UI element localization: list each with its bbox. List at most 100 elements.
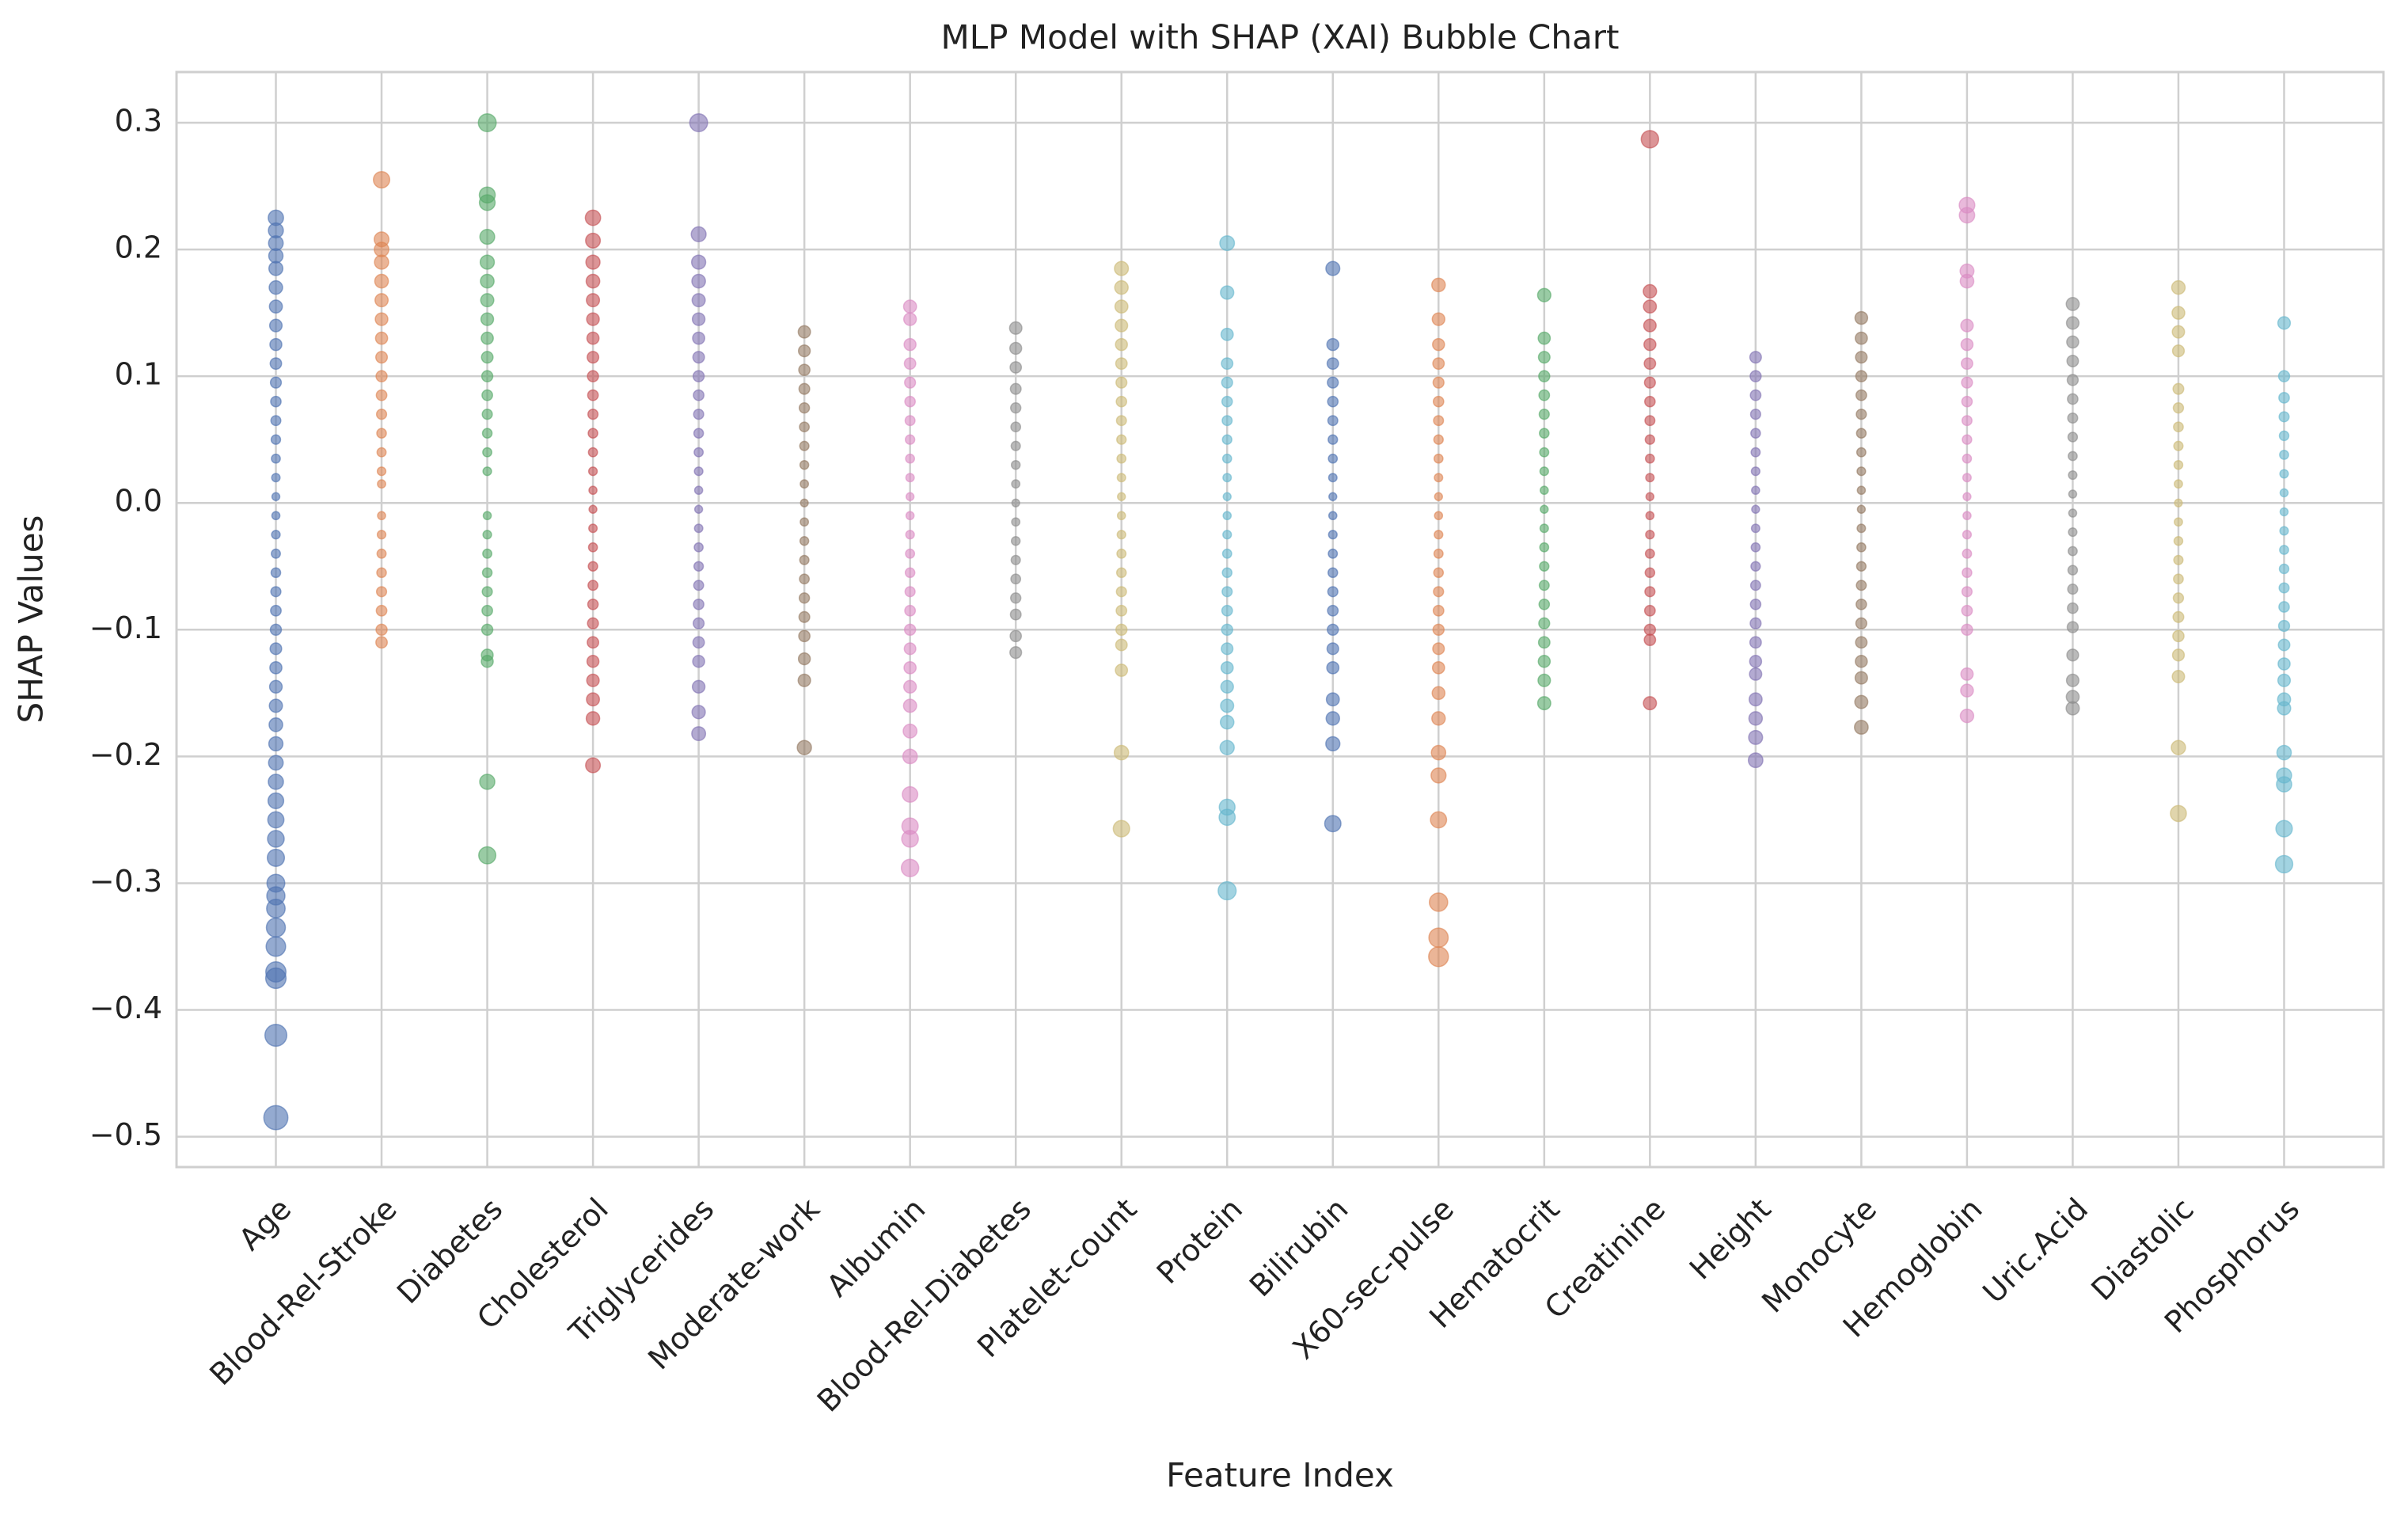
bubble	[1643, 283, 1658, 299]
bubble	[1856, 466, 1867, 477]
bubble	[1855, 617, 1868, 629]
bubble	[1645, 473, 1655, 483]
bubble	[2276, 776, 2292, 793]
bubble	[1431, 711, 1446, 726]
bubble	[1115, 395, 1128, 408]
bubble	[2278, 563, 2290, 575]
bubble	[1010, 536, 1021, 546]
bubble	[2173, 554, 2184, 565]
x-tick-label: Age	[232, 1192, 298, 1257]
bubble	[1962, 434, 1973, 445]
bubble	[587, 598, 599, 610]
bubble	[1960, 683, 1974, 698]
bubble	[1539, 447, 1550, 458]
bubble	[372, 171, 391, 189]
bubble	[268, 698, 283, 713]
bubble	[264, 967, 287, 990]
bubble	[270, 434, 282, 445]
bubble	[1115, 337, 1128, 352]
bubble	[1116, 530, 1126, 540]
bubble	[1855, 389, 1867, 401]
bubble	[481, 428, 493, 439]
bubble	[691, 273, 706, 289]
bubble	[1644, 548, 1655, 559]
bubble	[2275, 819, 2293, 838]
bubble	[587, 636, 600, 649]
bubble	[2172, 382, 2185, 395]
bubble	[797, 673, 811, 687]
bubble	[1219, 714, 1235, 730]
bubble	[693, 523, 704, 534]
bubble	[2068, 508, 2078, 518]
bubble	[1960, 318, 1974, 333]
bubble	[585, 757, 602, 774]
bubble	[1328, 492, 1338, 501]
bubble	[1218, 808, 1236, 827]
bubble	[2279, 507, 2289, 517]
bubble	[2172, 401, 2185, 414]
bubble	[1854, 720, 1869, 735]
bubble	[482, 447, 493, 458]
bubble	[1434, 511, 1444, 521]
bubble	[375, 389, 388, 401]
bubble	[1009, 645, 1023, 660]
x-tick-label: Albumin	[820, 1192, 932, 1304]
bubble	[1221, 586, 1233, 598]
bubble	[1645, 492, 1655, 501]
bubble	[1325, 692, 1340, 707]
bubble	[269, 623, 283, 637]
bubble	[267, 830, 285, 848]
bubble	[1962, 548, 1973, 559]
x-tick-label: Height	[1683, 1192, 1778, 1287]
bubble	[1117, 492, 1126, 501]
bubble	[1116, 548, 1127, 559]
bubble	[902, 698, 917, 713]
bubble	[1428, 927, 1449, 949]
bubble	[904, 604, 917, 617]
bubble	[693, 561, 705, 572]
bubble	[1643, 318, 1657, 333]
bubble	[1856, 485, 1867, 496]
bubble	[1961, 604, 1973, 617]
bubble	[1855, 447, 1867, 458]
bubble	[1856, 504, 1867, 514]
bubble	[1010, 440, 1021, 451]
bubble	[1430, 744, 1447, 761]
bubble	[270, 415, 282, 427]
bubble	[265, 936, 287, 957]
bubble	[2068, 546, 2078, 557]
bubble	[374, 254, 389, 270]
bubble	[1750, 561, 1761, 572]
bubble	[1221, 395, 1233, 408]
bubble	[1432, 357, 1445, 371]
bubble	[1962, 567, 1973, 579]
bubble	[1115, 357, 1128, 371]
bubble	[1009, 608, 1022, 621]
bubble	[481, 586, 493, 598]
bubble	[1855, 636, 1868, 649]
bubble	[1643, 337, 1657, 352]
bubble	[1326, 642, 1339, 656]
bubble	[1643, 604, 1656, 617]
bubble	[1750, 447, 1761, 458]
bubble	[1009, 382, 1022, 395]
bubble	[1538, 617, 1551, 629]
bubble	[903, 337, 917, 352]
y-tick-label: −0.3	[89, 864, 162, 899]
bubble	[1115, 376, 1128, 389]
bubble	[1749, 655, 1763, 668]
bubble	[271, 548, 281, 559]
bubble	[374, 312, 389, 326]
bubble	[268, 279, 283, 295]
bubble	[1220, 660, 1234, 675]
bubble	[692, 331, 705, 345]
bubble	[1961, 395, 1973, 408]
bubble	[1643, 633, 1657, 647]
bubble	[902, 312, 917, 326]
bubble	[482, 530, 492, 540]
bubble	[2172, 610, 2185, 623]
bubble	[1538, 598, 1551, 610]
bubble	[902, 299, 917, 314]
bubble	[2276, 744, 2292, 761]
bubble	[1326, 337, 1340, 352]
